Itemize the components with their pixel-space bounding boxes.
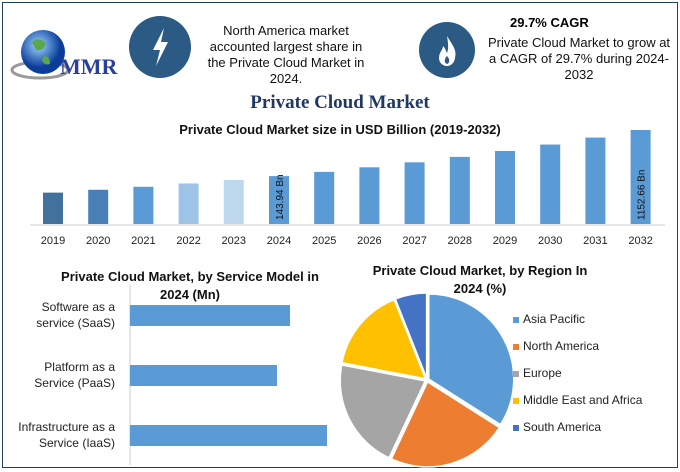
tick-label-2030: 2030	[538, 235, 562, 247]
cagr-text: Private Cloud Market to grow at a CAGR o…	[487, 35, 671, 82]
legend-label-1: North America	[523, 339, 599, 353]
bar-1	[130, 365, 277, 386]
bar-2025	[314, 171, 335, 224]
bar-0	[130, 305, 290, 326]
tick-label-2023: 2023	[222, 235, 246, 247]
slice-asia-pacific	[428, 293, 515, 426]
category-label-0: Software as a service (SaaS)	[36, 300, 115, 330]
logo-text: MMR	[60, 54, 118, 79]
legend-swatch-1	[513, 344, 519, 350]
legend-label-2: Europe	[523, 366, 562, 380]
tick-label-2019: 2019	[41, 235, 65, 247]
service-model-chart: Software as a service (SaaS) Platform as a…	[18, 285, 327, 465]
tick-label-2025: 2025	[312, 235, 336, 247]
bar-2024	[269, 176, 289, 224]
legend-swatch-3	[513, 398, 519, 404]
slice-south-america	[394, 292, 428, 379]
slice-north-america	[390, 380, 501, 468]
column-chart: 2019 2020 2021 2022 2023 2024 143.94 Bn 2025 202…	[30, 130, 665, 247]
tick-label-2022: 2022	[176, 235, 200, 247]
bar-2031	[585, 137, 606, 224]
legend-label-3: Middle East and Africa	[523, 393, 643, 407]
mmr-logo: MMR	[10, 22, 125, 92]
bar-2028	[449, 156, 470, 224]
bar-2021	[133, 186, 154, 224]
highlight-north-america: North America market accounted largest s…	[207, 23, 365, 86]
tick-label-2027: 2027	[402, 235, 426, 247]
slice-middle-east-and-africa	[341, 298, 427, 380]
column-chart-title: Private Cloud Market size in USD Billion…	[179, 122, 501, 137]
tick-label-2024: 2024	[267, 235, 291, 247]
legend-label-4: South America	[523, 420, 601, 434]
bar-2030	[540, 144, 561, 224]
bar-2	[130, 425, 327, 446]
bar-2027	[404, 162, 425, 224]
slice-europe	[339, 364, 427, 459]
tick-label-2029: 2029	[493, 235, 517, 247]
legend-swatch-2	[513, 371, 519, 377]
tick-label-2020: 2020	[86, 235, 110, 247]
service-chart-title: Private Cloud Market, by Service Model i…	[61, 269, 319, 302]
flame-icon	[419, 22, 475, 78]
category-label-1: Platform as a Service (PaaS)	[34, 360, 115, 390]
globe-icon	[10, 30, 70, 80]
legend-label-0: Asia Pacific	[523, 312, 585, 326]
bar-2020	[88, 189, 109, 224]
bar-2019	[43, 192, 63, 224]
bar-2032	[630, 130, 651, 224]
tick-label-2028: 2028	[448, 235, 472, 247]
legend-swatch-4	[513, 425, 519, 431]
lightning-icon	[129, 16, 191, 78]
legend-swatch-0	[513, 317, 519, 323]
tick-label-2031: 2031	[583, 235, 607, 247]
region-pie-chart: Asia Pacific North America Europe Middle Ea…	[339, 292, 643, 468]
tick-label-2032: 2032	[628, 235, 652, 247]
region-chart-title: Private Cloud Market, by Region In 2024 …	[372, 263, 588, 296]
bar-2023	[223, 179, 244, 224]
tick-label-2021: 2021	[131, 235, 155, 247]
tick-label-2026: 2026	[357, 235, 381, 247]
data-label-2024: 143.94 Bn	[275, 174, 286, 220]
category-label-2: Infrastructure as a Service (IaaS)	[18, 420, 115, 450]
bar-2029	[495, 150, 515, 224]
bar-2026	[359, 167, 380, 224]
data-label-2032: 1152.66 Bn	[637, 170, 648, 220]
main-title: Private Cloud Market	[250, 92, 430, 113]
cagr-title: 29.7% CAGR	[510, 15, 589, 30]
bar-2022	[178, 183, 199, 224]
